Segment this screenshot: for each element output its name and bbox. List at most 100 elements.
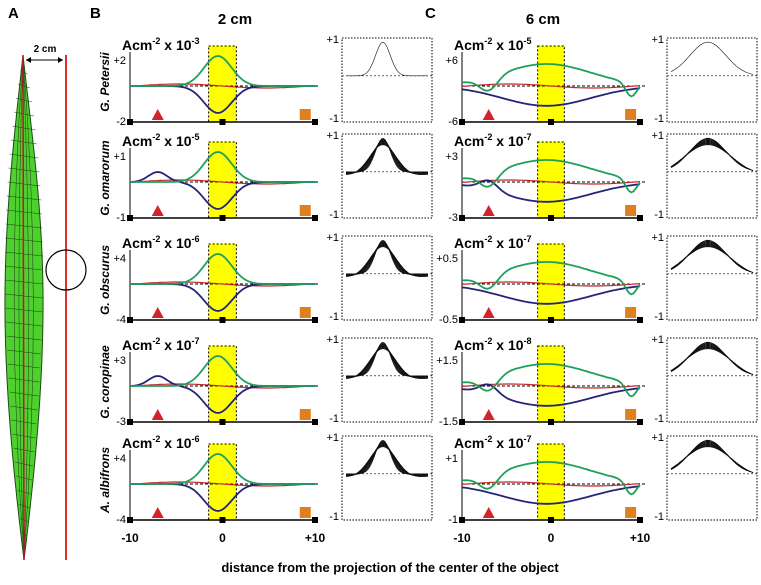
x-tick-label: 0 xyxy=(219,531,226,545)
mini-tick-label: -1 xyxy=(329,113,339,125)
unit-label: Acm-2 x 10-7 xyxy=(454,132,532,149)
sink-marker xyxy=(625,205,637,216)
unit-label: Acm-2 x 10-3 xyxy=(122,36,200,53)
sink-marker xyxy=(625,409,637,420)
mini-curve xyxy=(670,444,754,473)
object-region xyxy=(537,345,565,423)
unit-text: Acm xyxy=(454,37,484,53)
mini-curve xyxy=(346,245,429,277)
unit-text: Acm xyxy=(454,133,484,149)
mini-curve xyxy=(670,444,754,473)
unit-exponent: -2 xyxy=(484,36,492,46)
y-tick-label: -6 xyxy=(448,116,458,128)
sink-marker xyxy=(299,307,311,318)
mini-curve xyxy=(346,143,429,175)
unit-text: x 10 xyxy=(160,337,191,353)
unit-exponent: -7 xyxy=(192,336,200,346)
scale-label: 2 cm xyxy=(34,44,57,55)
mini-curve xyxy=(670,346,754,375)
mini-tick-label: -1 xyxy=(654,511,664,523)
unit-label: Acm-2 x 10-8 xyxy=(454,336,532,353)
x-tick-label: 0 xyxy=(548,531,555,545)
unit-exponent: -2 xyxy=(484,132,492,142)
axis-square xyxy=(637,317,643,323)
unit-text: x 10 xyxy=(492,235,523,251)
unit-exponent: -7 xyxy=(524,234,532,244)
sink-marker xyxy=(299,507,311,518)
mini-tick-label: +1 xyxy=(651,130,664,142)
mini-curve xyxy=(346,244,429,276)
curve xyxy=(461,383,641,389)
mini-tick-label: -1 xyxy=(329,311,339,323)
mini-frame xyxy=(341,133,433,219)
y-tick-label: -3 xyxy=(116,416,126,428)
sink-marker xyxy=(625,507,637,518)
y-tick-label: -3 xyxy=(448,212,458,224)
curve xyxy=(129,383,316,389)
mini-curve xyxy=(346,346,429,378)
axis-square xyxy=(548,517,554,523)
curve xyxy=(130,253,315,285)
unit-exponent: -2 xyxy=(152,234,160,244)
curve xyxy=(129,481,316,487)
mini-curve xyxy=(345,246,429,277)
sink-marker xyxy=(299,205,311,216)
unit-label: Acm-2 x 10-5 xyxy=(454,36,532,53)
mini-tick-label: -1 xyxy=(329,511,339,523)
curve xyxy=(130,453,315,485)
mini-frame xyxy=(666,37,758,123)
mini-curve xyxy=(346,445,429,477)
source-marker xyxy=(151,409,164,420)
source-marker xyxy=(151,507,164,518)
y-tick-label: -1.5 xyxy=(439,416,458,428)
mini-curve xyxy=(346,142,429,174)
curve xyxy=(461,159,641,194)
unit-exponent: -5 xyxy=(524,36,532,46)
axis-square xyxy=(548,317,554,323)
unit-exponent: -6 xyxy=(192,434,200,444)
mini-curve xyxy=(345,446,429,477)
mini-frame xyxy=(341,435,433,521)
y-tick-label: +6 xyxy=(445,55,458,67)
unit-text: x 10 xyxy=(160,435,191,451)
y-tick-label: +1.5 xyxy=(436,355,458,367)
y-tick-label: +2 xyxy=(113,55,126,67)
mini-frame xyxy=(666,337,758,423)
curve xyxy=(130,151,315,183)
curve xyxy=(129,83,316,89)
axis-square xyxy=(637,119,643,125)
axis-square xyxy=(637,215,643,221)
mini-curve xyxy=(670,41,754,75)
unit-exponent: -2 xyxy=(152,132,160,142)
axis-square xyxy=(127,215,133,221)
mini-frame xyxy=(341,37,433,123)
y-tick-label: +1 xyxy=(113,151,126,163)
x-tick-label: +10 xyxy=(630,531,651,545)
axis-square xyxy=(312,317,318,323)
mini-tick-label: -1 xyxy=(329,413,339,425)
unit-exponent: -2 xyxy=(484,434,492,444)
species-label: G. Petersii xyxy=(98,52,112,112)
mini-tick-label: -1 xyxy=(654,209,664,221)
curve xyxy=(129,281,316,287)
unit-text: Acm xyxy=(122,435,152,451)
species-label: A. albifrons xyxy=(98,447,112,514)
mini-curve xyxy=(346,42,428,77)
curve xyxy=(130,355,315,387)
mini-curve xyxy=(346,347,429,379)
unit-exponent: -2 xyxy=(152,434,160,444)
mesh-line xyxy=(8,167,40,173)
mini-tick-label: +1 xyxy=(326,34,339,46)
x-tick-label: -10 xyxy=(453,531,471,545)
mini-curve xyxy=(670,144,754,171)
species-label: G. coropinae xyxy=(98,345,112,419)
mesh-line xyxy=(22,57,29,559)
unit-text: Acm xyxy=(454,235,484,251)
axis-square xyxy=(312,517,318,523)
unit-text: x 10 xyxy=(160,37,191,53)
x-tick-label: -10 xyxy=(121,531,139,545)
mini-curve xyxy=(345,348,429,379)
axis-square xyxy=(312,119,318,125)
curve xyxy=(461,485,641,505)
